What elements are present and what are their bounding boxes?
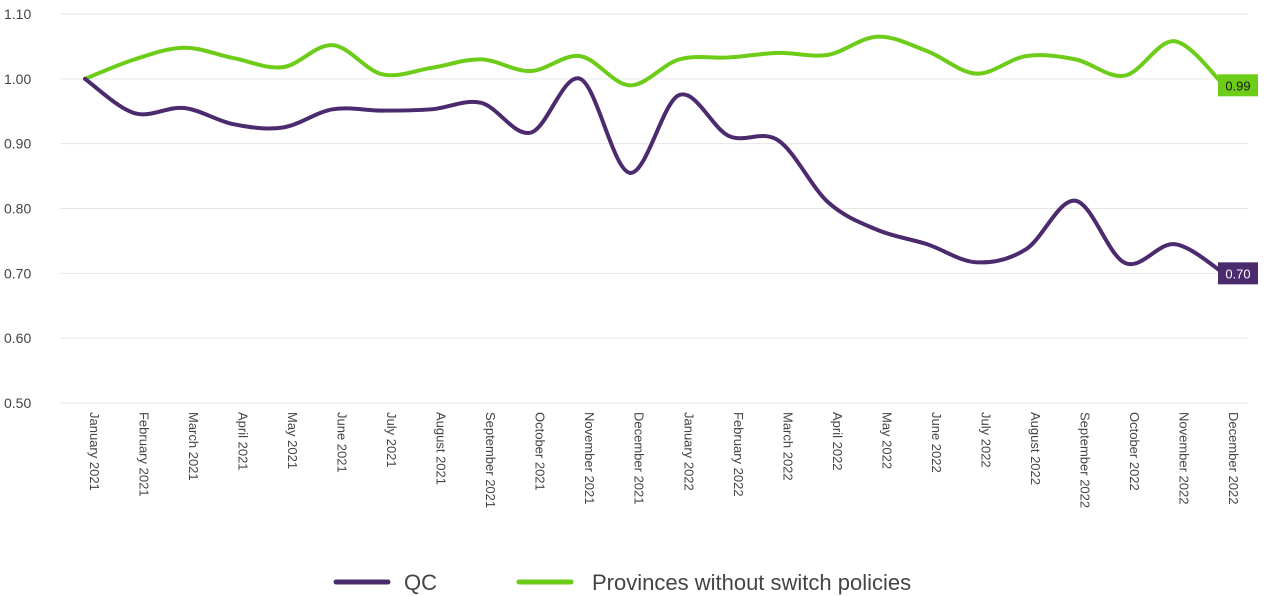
x-tick-label: June 2022 xyxy=(929,412,944,473)
x-tick-label: July 2021 xyxy=(384,412,399,468)
legend: QC Provinces without switch policies xyxy=(333,570,911,595)
x-tick-label: April 2021 xyxy=(236,412,251,471)
y-tick-label: 1.10 xyxy=(4,6,31,22)
y-axis-ticks: 0.50 0.60 0.70 0.80 0.90 1.00 1.10 xyxy=(4,6,31,411)
y-tick-label: 0.80 xyxy=(4,201,31,217)
x-tick-label: October 2022 xyxy=(1127,412,1142,491)
x-tick-label: October 2021 xyxy=(533,412,548,491)
x-tick-label: May 2021 xyxy=(285,412,300,469)
end-label-box xyxy=(1218,262,1258,285)
y-tick-label: 0.60 xyxy=(4,330,31,346)
x-tick-label: June 2021 xyxy=(335,412,350,473)
x-tick-label: March 2022 xyxy=(780,412,795,481)
end-label: 0.99 xyxy=(1225,78,1250,93)
end-labels: 0.70 0.99 xyxy=(1218,74,1258,285)
y-tick-label: 0.90 xyxy=(4,136,31,152)
x-tick-label: September 2021 xyxy=(483,412,498,508)
x-tick-label: December 2022 xyxy=(1226,412,1241,505)
x-tick-label: April 2022 xyxy=(830,412,845,471)
end-label-box xyxy=(1218,74,1258,97)
x-tick-label: February 2022 xyxy=(731,412,746,497)
x-tick-label: December 2021 xyxy=(632,412,647,505)
legend-label: Provinces without switch policies xyxy=(592,570,911,595)
y-tick-label: 0.50 xyxy=(4,395,31,411)
x-tick-label: February 2021 xyxy=(137,412,152,497)
x-tick-label: March 2021 xyxy=(186,412,201,481)
y-tick-label: 0.70 xyxy=(4,265,31,281)
x-tick-label: November 2022 xyxy=(1176,412,1191,505)
x-tick-label: May 2022 xyxy=(879,412,894,469)
end-label: 0.70 xyxy=(1225,266,1250,281)
x-tick-label: July 2022 xyxy=(978,412,993,468)
x-tick-label: January 2022 xyxy=(681,412,696,491)
x-axis-ticks: January 2021 February 2021 March 2021 April… xyxy=(87,412,1241,508)
gridlines xyxy=(60,13,1248,404)
x-tick-label: August 2022 xyxy=(1028,412,1043,485)
legend-label: QC xyxy=(404,570,437,595)
series-line-provinces xyxy=(83,34,1226,88)
x-tick-label: January 2021 xyxy=(87,412,102,491)
x-tick-label: November 2021 xyxy=(582,412,597,505)
series-line-qc xyxy=(83,76,1226,276)
series-lines xyxy=(83,34,1226,276)
y-tick-label: 1.00 xyxy=(4,71,31,87)
x-tick-label: September 2022 xyxy=(1077,412,1092,508)
x-tick-label: August 2021 xyxy=(434,412,449,485)
